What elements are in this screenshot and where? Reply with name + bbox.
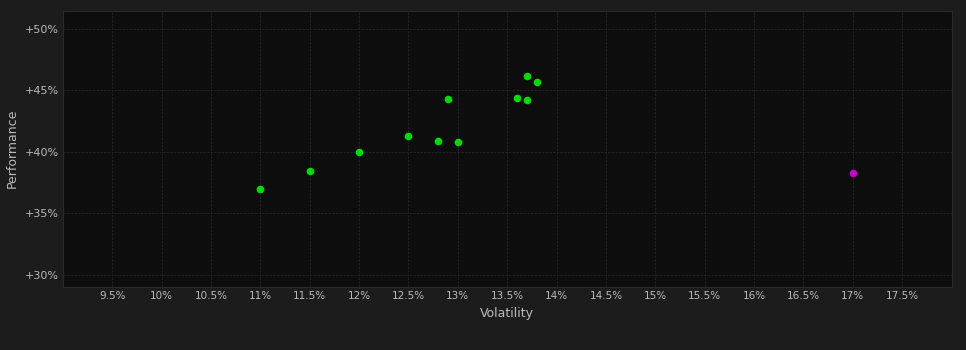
X-axis label: Volatility: Volatility: [480, 307, 534, 320]
Point: [430, 138, 445, 144]
Y-axis label: Performance: Performance: [6, 109, 19, 188]
Point: [440, 96, 456, 102]
Point: [401, 133, 416, 139]
Point: [519, 97, 534, 103]
Point: [529, 79, 545, 85]
Point: [845, 170, 861, 175]
Point: [519, 73, 534, 78]
Point: [450, 139, 466, 145]
Point: [252, 186, 268, 191]
Point: [509, 95, 525, 100]
Point: [302, 169, 318, 174]
Point: [352, 149, 367, 155]
